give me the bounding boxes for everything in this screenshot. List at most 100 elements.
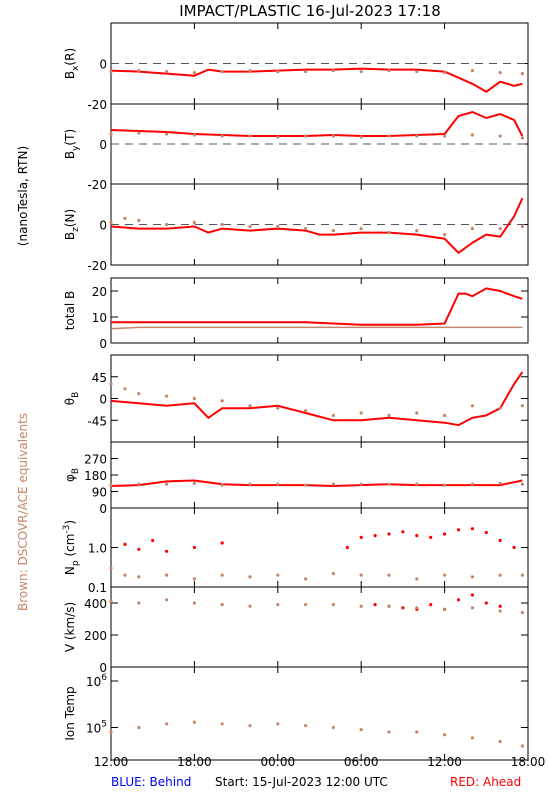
- point-temp-ace-0: [109, 730, 113, 734]
- point-bx-ace-0: [109, 70, 113, 74]
- point-phi-ace-11: [415, 482, 419, 486]
- point-v-ace-6: [276, 603, 280, 607]
- footer-ahead: RED: Ahead: [450, 775, 521, 789]
- point-np-ahead-3: [165, 549, 169, 553]
- point-by-ace-13: [470, 133, 474, 137]
- point-v-ahead-2: [401, 606, 405, 610]
- point-bx-ace-14: [498, 71, 502, 75]
- point-theta-ace-3: [165, 394, 169, 398]
- point-v-ace-11: [415, 606, 419, 610]
- brown-note-side-label: Brown: DSCOVR/ACE equivalents: [16, 413, 30, 611]
- footer-start: Start: 15-Jul-2023 12:00 UTC: [215, 775, 388, 789]
- y-tick-label-theta-1: 0: [99, 393, 107, 407]
- y-tick-label-temp-0: 106: [86, 673, 107, 689]
- y-axis-label-by: By(T): [63, 129, 81, 159]
- panel-bz: 0 -20 Bz(N): [63, 183, 529, 273]
- point-bz-ace-14: [470, 227, 474, 231]
- point-temp-ace-4: [220, 722, 224, 726]
- point-np-ahead-7: [359, 535, 363, 540]
- series-totalb-ahead: [111, 287, 523, 326]
- point-bx-ace-5: [248, 69, 252, 73]
- point-np-ace-1: [123, 573, 127, 577]
- point-v-ahead-6: [456, 598, 461, 602]
- point-bz-ace-7: [276, 224, 280, 229]
- point-np-ace-3: [165, 573, 169, 577]
- y-axis-label-theta: θB: [63, 392, 81, 406]
- series-bz-ahead: [110, 197, 524, 255]
- point-phi-ace-14: [498, 481, 502, 485]
- point-np-ace-0: [109, 566, 113, 570]
- point-theta-ace-4: [192, 396, 196, 401]
- x-tick-label-3: 06:00: [344, 755, 379, 769]
- point-np-ahead-8: [373, 534, 377, 538]
- point-theta-ace-0: [109, 382, 113, 386]
- panel-bx: 0 -20 Bx(R): [63, 22, 529, 112]
- y-tick-label-phi-0: 270: [84, 453, 107, 467]
- point-by-ace-0: [109, 132, 113, 136]
- panel-frame-phi: [110, 441, 529, 509]
- y-tick-label-v-0: 400: [84, 597, 107, 611]
- x-tick-label-1: 18:00: [177, 755, 212, 769]
- point-bx-ace-8: [331, 69, 335, 73]
- point-v-ace-4: [220, 603, 224, 607]
- point-by-ace-14: [498, 134, 502, 138]
- point-by-ace-2: [165, 132, 169, 136]
- point-phi-ace-10: [387, 482, 391, 486]
- point-v-ace-12: [443, 607, 447, 612]
- point-bx-ace-15: [520, 72, 525, 76]
- y-axis-label-np: Np (cm-3): [62, 520, 81, 575]
- point-v-ace-13: [470, 606, 474, 610]
- point-bx-ace-10: [387, 69, 391, 73]
- point-v-ace-14: [498, 609, 502, 613]
- y-tick-label-phi-1: 180: [84, 469, 107, 483]
- point-theta-ace-14: [470, 404, 474, 408]
- point-bz-ace-9: [331, 229, 335, 233]
- point-by-ace-3: [192, 133, 196, 137]
- point-by-ace-8: [331, 134, 335, 138]
- point-bz-ace-8: [304, 227, 308, 231]
- point-np-ahead-12: [429, 535, 433, 540]
- y-axis-label-bz: Bz(N): [63, 209, 81, 240]
- point-phi-ace-1: [137, 482, 141, 486]
- y-tick-label-phi-2: 90: [92, 486, 107, 500]
- x-tick-label-5: 18:00: [511, 755, 546, 769]
- point-temp-ace-11: [415, 730, 419, 734]
- units-side-label: (nanoTesla, RTN): [16, 146, 30, 246]
- y-axis-label-v: V (km/s): [63, 602, 77, 652]
- point-np-ahead-18: [512, 545, 516, 550]
- series-theta-ahead: [110, 371, 524, 427]
- panels-group: 0 -20 Bx(R) 0 -20 By(T) 0 -20 Bz(N) 20 10 0 total B 4…: [62, 22, 529, 761]
- point-theta-ace-11: [387, 413, 391, 417]
- point-np-ahead-10: [401, 530, 405, 534]
- point-theta-ace-7: [276, 406, 280, 410]
- point-np-ace-9: [331, 571, 335, 576]
- point-bx-ace-9: [359, 70, 363, 74]
- point-temp-ace-1: [137, 725, 141, 730]
- point-bx-ace-13: [470, 69, 474, 73]
- point-by-ace-5: [248, 134, 252, 138]
- point-np-ace-15: [498, 573, 502, 577]
- point-bz-ace-5: [220, 222, 224, 227]
- series-totalb-ace: [110, 326, 523, 330]
- point-temp-ace-14: [498, 739, 502, 744]
- point-v-ahead-0: [373, 603, 377, 607]
- series-bx-ahead: [110, 67, 523, 93]
- point-v-ahead-7: [470, 593, 474, 597]
- y-tick-label-totalb-0: 20: [92, 285, 107, 299]
- panel-np: 1.0 0.1 Np (cm-3): [62, 507, 529, 595]
- point-theta-ace-15: [498, 406, 502, 410]
- point-phi-ace-8: [331, 482, 335, 486]
- x-tick-label-4: 12:00: [427, 755, 462, 769]
- y-tick-label-temp-1: 105: [86, 719, 107, 735]
- point-bz-ace-1: [123, 216, 127, 220]
- panel-by: 0 -20 By(T): [63, 103, 529, 192]
- plot-title: IMPACT/PLASTIC 16-Jul-2023 17:18: [179, 2, 441, 20]
- point-by-ace-12: [443, 134, 447, 138]
- y-tick-label-bx-1: -20: [87, 98, 107, 112]
- point-by-ace-1: [137, 131, 141, 135]
- point-np-ahead-0: [123, 542, 127, 547]
- y-tick-label-theta-0: 45: [92, 371, 107, 385]
- point-bz-ace-6: [248, 224, 252, 229]
- point-np-ahead-17: [498, 538, 502, 543]
- y-tick-label-np-0: 1.0: [88, 542, 107, 556]
